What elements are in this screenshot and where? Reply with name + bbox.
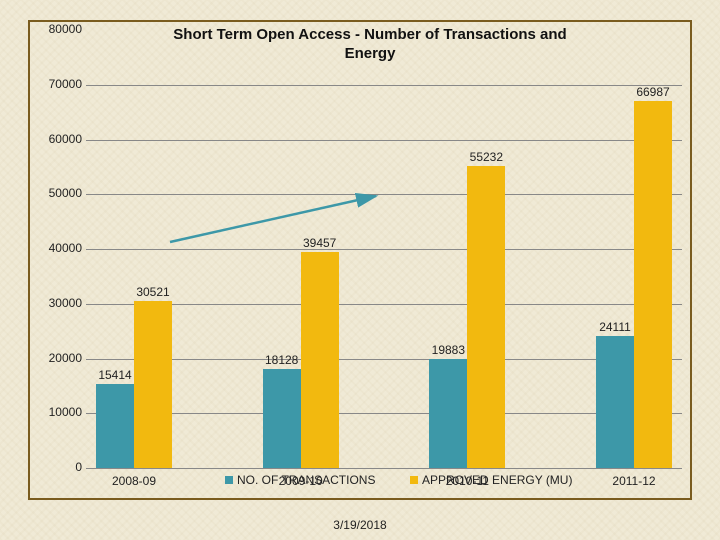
bar-value-label: 24111 xyxy=(575,320,655,334)
legend-swatch xyxy=(410,476,418,484)
legend-item: APPROVED ENERGY (MU) xyxy=(410,473,572,487)
y-tick-label: 20000 xyxy=(36,351,82,365)
gridline xyxy=(86,249,682,250)
legend-item: NO. OF TRANSACTIONS xyxy=(225,473,375,487)
bar xyxy=(134,301,172,468)
gridline xyxy=(86,85,682,86)
axis-baseline xyxy=(86,468,682,469)
footer-date: 3/19/2018 xyxy=(0,518,720,532)
bar-value-label: 18128 xyxy=(242,353,322,367)
y-tick-label: 40000 xyxy=(36,241,82,255)
legend-label: APPROVED ENERGY (MU) xyxy=(422,473,572,487)
legend-label: NO. OF TRANSACTIONS xyxy=(237,473,375,487)
y-tick-label: 80000 xyxy=(36,22,82,36)
bar-value-label: 30521 xyxy=(113,285,193,299)
slide: Short Term Open Access - Number of Trans… xyxy=(0,0,720,540)
bar xyxy=(263,369,301,468)
category-label: 2011-12 xyxy=(612,474,655,488)
y-tick-label: 50000 xyxy=(36,186,82,200)
bar-value-label: 19883 xyxy=(408,343,488,357)
bar xyxy=(467,166,505,468)
bar-value-label: 39457 xyxy=(280,236,360,250)
y-tick-label: 10000 xyxy=(36,405,82,419)
gridline xyxy=(86,304,682,305)
bar xyxy=(429,359,467,468)
gridline xyxy=(86,140,682,141)
y-tick-label: 30000 xyxy=(36,296,82,310)
gridline xyxy=(86,194,682,195)
chart-title: Short Term Open Access - Number of Trans… xyxy=(170,26,570,64)
y-tick-label: 60000 xyxy=(36,132,82,146)
category-label: 2008-09 xyxy=(112,474,156,488)
bar-value-label: 66987 xyxy=(613,85,693,99)
bar xyxy=(96,384,134,468)
gridline xyxy=(86,413,682,414)
bar xyxy=(634,101,672,468)
y-tick-label: 70000 xyxy=(36,77,82,91)
y-tick-label: 0 xyxy=(36,460,82,474)
bar xyxy=(596,336,634,468)
legend-swatch xyxy=(225,476,233,484)
bar-value-label: 55232 xyxy=(446,150,526,164)
bar-value-label: 15414 xyxy=(75,368,155,382)
gridline xyxy=(86,359,682,360)
